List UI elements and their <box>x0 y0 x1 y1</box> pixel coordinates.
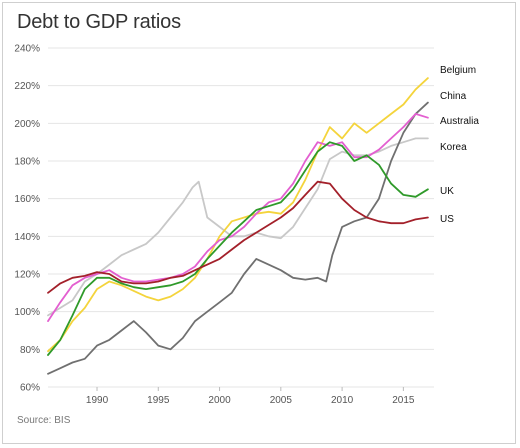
y-tick-label: 100% <box>14 307 40 318</box>
x-tick-label: 2005 <box>270 395 293 406</box>
series-label-china: China <box>440 91 467 102</box>
x-tick-label: 2000 <box>208 395 231 406</box>
series-line-us <box>47 180 429 294</box>
chart-title: Debt to GDP ratios <box>17 11 181 33</box>
y-tick-label: 160% <box>14 194 40 205</box>
series-line-china <box>47 101 429 375</box>
source-note: Source: BIS <box>17 415 71 426</box>
series-label-uk: UK <box>440 186 454 197</box>
x-tick-label: 2015 <box>392 395 415 406</box>
y-tick-label: 200% <box>14 119 40 130</box>
x-tick-label: 1990 <box>86 395 109 406</box>
series-label-australia: Australia <box>440 116 479 127</box>
series-label-belgium: Belgium <box>440 65 476 76</box>
series-line-belgium <box>47 77 429 353</box>
x-tick-label: 1995 <box>147 395 170 406</box>
series-line-uk <box>47 141 429 356</box>
series-label-korea: Korea <box>440 142 467 153</box>
y-tick-label: 140% <box>14 232 40 243</box>
y-tick-label: 240% <box>14 44 40 55</box>
y-tick-label: 120% <box>14 270 40 281</box>
y-tick-label: 180% <box>14 157 40 168</box>
series-label-us: US <box>440 214 454 225</box>
x-tick-label: 2010 <box>331 395 354 406</box>
y-tick-label: 80% <box>20 345 40 356</box>
chart-frame: Debt to GDP ratios Source: BIS <box>2 2 516 444</box>
y-tick-label: 60% <box>20 383 40 394</box>
y-tick-label: 220% <box>14 81 40 92</box>
series-line-australia <box>47 113 429 322</box>
